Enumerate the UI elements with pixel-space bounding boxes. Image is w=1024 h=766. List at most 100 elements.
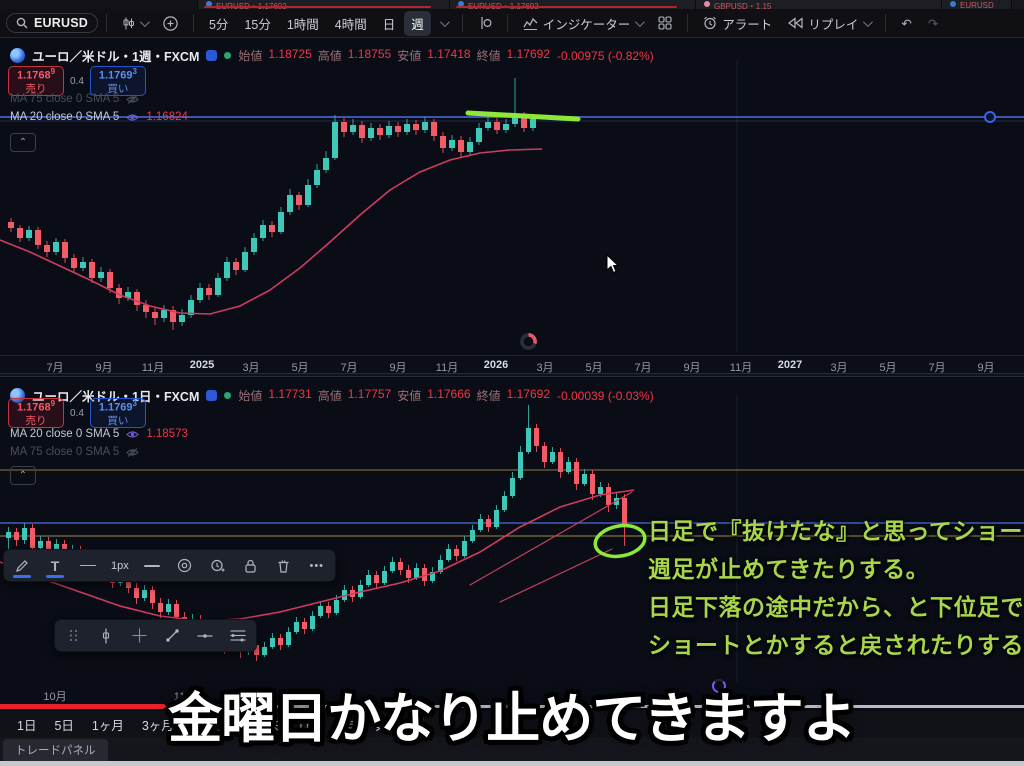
pane1-time-axis[interactable]: 7月 9月 11月 2025 3月 5月 7月 9月 11月 2026 3月 5月 7月 9月 11月 202…: [0, 355, 1024, 374]
range-button-5年[interactable]: 5年: [334, 718, 355, 733]
add-alert-button[interactable]: [208, 554, 228, 578]
range-button-5日[interactable]: 5日: [54, 718, 74, 733]
sell-button[interactable]: 1.17689 売り: [8, 66, 64, 96]
pane2-ma20-row[interactable]: MA 20 close 0 SMA 5 1.18573: [10, 428, 188, 440]
text-tool-button[interactable]: T: [45, 554, 65, 578]
open-value: 1.18725: [268, 47, 312, 61]
pane2-ma75-row[interactable]: MA 75 close 0 SMA 5: [10, 446, 140, 458]
symbol-search[interactable]: EURUSD: [6, 13, 98, 33]
pane2-collapse-button[interactable]: ⌃: [10, 466, 36, 485]
pane1-title[interactable]: ユーロ／米ドル・1週・FXCM: [32, 50, 200, 64]
chevron-down-icon: [635, 16, 646, 27]
line-style-button[interactable]: [78, 554, 98, 578]
undo-button[interactable]: ↶: [894, 13, 918, 34]
pane2-time-axis[interactable]: 10月 11月 12月: [0, 685, 1024, 703]
chart-toolbar: EURUSD 5分 15分 1時間 4時間日週 インジケー: [0, 9, 1024, 38]
line-color-button[interactable]: [142, 554, 162, 578]
eye-icon[interactable]: [126, 429, 140, 440]
symbol-logo-icon: [10, 388, 25, 403]
divider: [687, 14, 689, 32]
interval-dropdown[interactable]: [433, 16, 454, 30]
ma20-label: MA 20 close 0 SMA 5: [10, 428, 120, 440]
pane2-header: ユーロ／米ドル・1日・FXCM 始値 1.17731 高値 1.17757 安値 1.…: [10, 386, 654, 405]
sell-button[interactable]: 1.17689 売り: [8, 398, 64, 428]
trade-panel-button[interactable]: トレードパネル: [3, 739, 108, 761]
chart-type-button[interactable]: [115, 14, 154, 33]
interval-button-1時間[interactable]: 1時間: [286, 17, 319, 32]
range-button-すべて[interactable]: すべて: [372, 718, 409, 733]
interval-button-15分[interactable]: 15分: [244, 17, 271, 32]
video-progress-handle[interactable]: [243, 700, 256, 713]
axis-label: 5月: [879, 362, 897, 374]
axis-label: 3月: [242, 362, 260, 374]
redo-button[interactable]: ↷: [921, 13, 945, 34]
bar-pattern-tool[interactable]: [97, 624, 115, 648]
trendline-tool[interactable]: [163, 624, 181, 648]
interval-button-5分[interactable]: 5分: [208, 17, 229, 32]
low-value: 1.17418: [427, 47, 471, 61]
axis-label: 9月: [683, 362, 701, 374]
buy-button[interactable]: 1.17693 買い: [89, 398, 146, 428]
pane1-ma75-row[interactable]: MA 75 close 0 SMA 5: [10, 93, 140, 105]
pane1-ma20-row[interactable]: MA 20 close 0 SMA 5 1.16824: [10, 111, 188, 123]
interval-button-日[interactable]: 日: [382, 17, 396, 32]
symbol-label: EURUSD: [34, 16, 88, 30]
pane1-header: ユーロ／米ドル・1週・FXCM 始値 1.18725 高値 1.18755 安値 1.…: [10, 46, 654, 65]
add-symbol-button[interactable]: [156, 13, 185, 34]
pane1-order-buttons: 1.17689 売り 0.4 1.17693 買い: [8, 66, 146, 96]
line-width-label[interactable]: 1px: [111, 559, 129, 572]
buy-button[interactable]: 1.17693 買い: [89, 66, 146, 96]
drag-handle-icon[interactable]: [64, 624, 82, 648]
axis-label: 2027: [777, 359, 803, 371]
video-progress-track[interactable]: [0, 705, 1024, 708]
interval-button-4時間[interactable]: 4時間: [334, 17, 367, 32]
crosshair-tool[interactable]: [130, 624, 148, 648]
weekly-candlestick-chart[interactable]: [0, 38, 1024, 355]
pencil-tool-button[interactable]: [12, 554, 32, 578]
horizontal-line-tool[interactable]: [196, 624, 214, 648]
trash-icon[interactable]: [274, 554, 294, 578]
alert-button[interactable]: アラート: [696, 11, 779, 36]
browser-tab[interactable]: [0, 0, 198, 9]
browser-tab[interactable]: EURUSD・1.17692: [198, 0, 450, 9]
symbol-logo-icon: [10, 48, 25, 63]
alert-label: アラート: [722, 17, 773, 32]
pane2-title[interactable]: ユーロ／米ドル・1日・FXCM: [32, 390, 200, 404]
more-options-button[interactable]: •••: [309, 559, 325, 572]
target-tool-button[interactable]: [175, 554, 195, 578]
browser-tab[interactable]: EURUSD・1.17692: [450, 0, 696, 9]
spread-value: 0.4: [70, 407, 84, 419]
browser-tab[interactable]: GBPUSD・1.15: [696, 0, 942, 9]
ma20-label: MA 20 close 0 SMA 5: [10, 111, 120, 123]
interval-button-週[interactable]: 週: [404, 10, 431, 36]
eye-icon[interactable]: [126, 112, 140, 123]
eye-off-icon[interactable]: [126, 447, 140, 458]
pane1-collapse-button[interactable]: ⌃: [10, 133, 36, 152]
range-button-年初来[interactable]: 年初来: [241, 718, 280, 733]
daily-candlestick-chart[interactable]: [0, 378, 1024, 685]
bar-countdown-icon: [520, 333, 537, 350]
browser-tab[interactable]: EURUSD: [942, 0, 1012, 9]
range-button-6ヶ月[interactable]: 6ヶ月: [191, 718, 224, 733]
layout-grid-button[interactable]: [651, 13, 679, 33]
axis-label: 2025: [189, 359, 215, 371]
range-button-1ヶ月[interactable]: 1ヶ月: [91, 718, 124, 733]
axis-label: 10月: [43, 691, 67, 703]
range-button-1年[interactable]: 1年: [297, 718, 317, 733]
ma75-label: MA 75 close 0 SMA 5: [10, 93, 120, 105]
range-button-3ヶ月[interactable]: 3ヶ月: [141, 718, 174, 733]
parallel-channel-tool[interactable]: [229, 624, 247, 648]
pane2-ohlc: 始値 1.17731 高値 1.17757 安値 1.17666 終値 1.17692: [238, 387, 550, 404]
pane-divider[interactable]: [0, 373, 1024, 377]
eye-off-icon[interactable]: [126, 94, 140, 105]
bottom-bar: トレードパネル: [0, 737, 1024, 761]
lock-icon[interactable]: [241, 554, 261, 578]
video-caption: 金曜日かなり止めてきますよ: [168, 689, 856, 749]
replay-button[interactable]: リプレイ: [781, 11, 877, 36]
compare-button[interactable]: [471, 13, 499, 33]
indicators-button[interactable]: インジケーター: [516, 11, 650, 36]
axis-label: 11月: [141, 362, 165, 374]
range-button-1日[interactable]: 1日: [17, 718, 37, 733]
grid-layout-icon: [658, 16, 672, 30]
